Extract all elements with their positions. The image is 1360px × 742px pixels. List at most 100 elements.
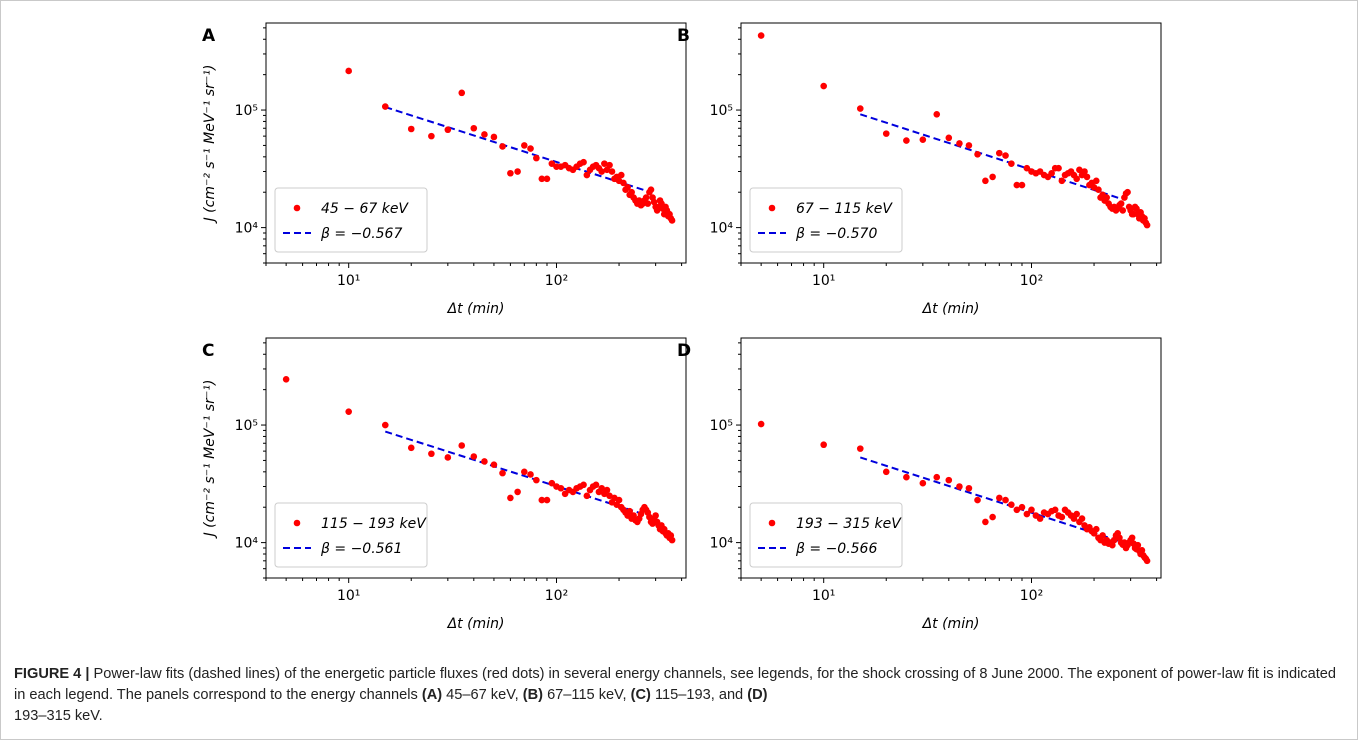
data-point (1076, 166, 1083, 174)
data-point (945, 134, 953, 142)
data-point (989, 513, 996, 521)
data-point (933, 110, 941, 118)
axes-frame (740, 22, 1162, 264)
data-point (974, 151, 981, 158)
legend-points-label: 193 − 315 keV (796, 516, 902, 532)
caption-text: Power-law fits (dashed lines) of the ene… (14, 666, 1337, 703)
data-point (1051, 506, 1059, 514)
x-tick-label: 10² (1020, 273, 1043, 289)
data-point (592, 481, 600, 489)
data-point (757, 32, 765, 39)
data-point (381, 103, 389, 110)
data-point (499, 469, 506, 477)
panel-c: 10¹ 10² 10⁴ 10⁵ Δt (min) J (cm⁻² s⁻¹ MeV⁻¹ sr… (202, 337, 687, 632)
x-tick-label: 10² (1020, 588, 1043, 604)
data-point (647, 186, 655, 194)
y-tick-label: 10⁴ (710, 536, 734, 552)
data-point (965, 142, 973, 149)
legend-point-marker (768, 519, 776, 527)
data-point (615, 496, 623, 504)
data-point (1119, 207, 1127, 214)
data-point (628, 188, 635, 196)
data-point (919, 136, 927, 143)
data-point (1048, 169, 1055, 177)
panel-d: 10¹ 10² 10⁴ 10⁵ Δt (min) D 193 − 315 keV β = −0… (677, 337, 1162, 632)
data-point (1143, 557, 1151, 565)
data-point (1128, 534, 1136, 542)
data-point (1023, 164, 1031, 172)
caption-c-text: 115–193, and (654, 687, 744, 703)
data-point (1036, 515, 1044, 522)
caption-d-label: (D) (747, 687, 768, 703)
data-point (543, 175, 551, 183)
data-point (882, 468, 890, 476)
data-point (1117, 200, 1125, 207)
data-point (1058, 177, 1066, 185)
data-point (996, 149, 1003, 157)
data-point (521, 468, 528, 476)
y-tick-label: 10⁵ (710, 103, 733, 119)
data-point (428, 132, 435, 140)
data-point (1109, 541, 1116, 549)
caption-a-text: 45–67 keV, (446, 687, 519, 703)
data-point (903, 473, 910, 481)
data-point (974, 496, 981, 504)
x-tick-label: 10² (545, 588, 568, 604)
y-tick-label: 10⁵ (710, 418, 733, 434)
data-point (407, 444, 415, 452)
x-tick-label: 10¹ (337, 273, 360, 289)
data-point (444, 454, 452, 461)
data-point (598, 484, 605, 492)
data-point (521, 142, 528, 149)
x-tick-label: 10¹ (812, 273, 835, 289)
data-point (583, 492, 591, 500)
data-point (945, 476, 953, 484)
legend-box (749, 187, 903, 253)
data-point (601, 160, 608, 167)
data-point (856, 105, 864, 112)
data-point (1073, 175, 1080, 183)
legend-points-label: 45 − 67 keV (321, 201, 409, 217)
data-point (642, 194, 650, 201)
data-point (620, 179, 627, 187)
data-point (1013, 181, 1021, 189)
data-point (606, 161, 613, 169)
data-point (989, 173, 996, 181)
fit-line (384, 430, 647, 516)
data-point (1018, 503, 1026, 511)
data-point (548, 479, 556, 487)
data-point (444, 126, 452, 134)
data-point (882, 130, 890, 137)
legend-box (274, 187, 428, 253)
data-point (507, 169, 514, 177)
data-point (470, 124, 478, 132)
x-tick-label: 10¹ (337, 588, 360, 604)
panel-label: C (202, 341, 214, 361)
data-point (982, 518, 989, 526)
data-point (1092, 177, 1100, 185)
figure-plots: 10¹ 10² 10⁴ 10⁵ Δt (min) J (cm⁻² s⁻¹ MeV⁻¹ sr… (202, 22, 1162, 632)
data-point (533, 476, 540, 484)
data-point (617, 171, 625, 179)
data-point (1055, 164, 1062, 172)
legend-box (274, 502, 428, 568)
legend-fit-label: β = −0.561 (320, 541, 402, 557)
data-point (1023, 510, 1031, 518)
legend-point-marker (293, 204, 301, 212)
axes-frame (740, 337, 1162, 579)
caption-c-label: (C) (630, 687, 651, 703)
caption-label: FIGURE 4 | (14, 666, 90, 682)
x-tick-label: 10¹ (812, 588, 835, 604)
data-point (481, 458, 488, 465)
data-point (1073, 510, 1080, 518)
data-point (1124, 188, 1131, 196)
data-point (543, 496, 551, 504)
y-tick-label: 10⁴ (235, 536, 259, 552)
data-point (282, 375, 290, 383)
data-point (624, 184, 631, 191)
data-point (668, 536, 676, 544)
data-point (381, 421, 389, 429)
data-point (626, 507, 633, 515)
data-point (1092, 525, 1100, 533)
data-point (820, 82, 827, 90)
